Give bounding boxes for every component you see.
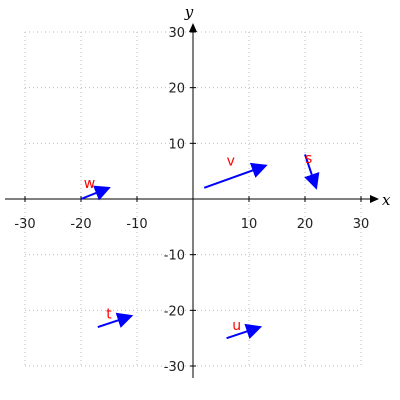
vector-label-u: u xyxy=(232,318,241,334)
vector-t xyxy=(97,312,134,328)
y-tick-label: -10 xyxy=(164,249,185,264)
vector-label-t: t xyxy=(106,307,112,323)
vector-label-w: w xyxy=(84,176,95,192)
vector-label-s: s xyxy=(305,151,312,167)
vector-label-v: v xyxy=(227,154,235,170)
vector-w xyxy=(80,185,111,201)
y-tick-label: -30 xyxy=(164,360,185,375)
x-tick-label: -20 xyxy=(70,217,91,232)
vector-u xyxy=(226,323,263,340)
vector-v xyxy=(203,162,268,189)
y-tick-label: -20 xyxy=(164,304,185,319)
x-axis-label: x xyxy=(382,191,391,209)
x-tick-label: -10 xyxy=(126,217,147,232)
x-tick-label: 20 xyxy=(297,217,314,232)
y-tick-label: 30 xyxy=(168,26,185,41)
vector-labels: v s w t u xyxy=(84,151,312,334)
x-tick-label: 10 xyxy=(241,217,258,232)
axes: xy xyxy=(5,3,391,378)
vectors xyxy=(80,154,320,340)
vector-s xyxy=(304,154,320,190)
y-tick-label: 20 xyxy=(168,82,185,97)
x-tick-label: 30 xyxy=(353,217,370,232)
x-tick-label: -30 xyxy=(14,217,35,232)
tick-labels: -30 -20 -10 10 20 30 -30 -20 -10 10 20 30 xyxy=(14,26,369,375)
y-axis-label: y xyxy=(184,3,194,21)
y-tick-label: 10 xyxy=(168,137,185,152)
